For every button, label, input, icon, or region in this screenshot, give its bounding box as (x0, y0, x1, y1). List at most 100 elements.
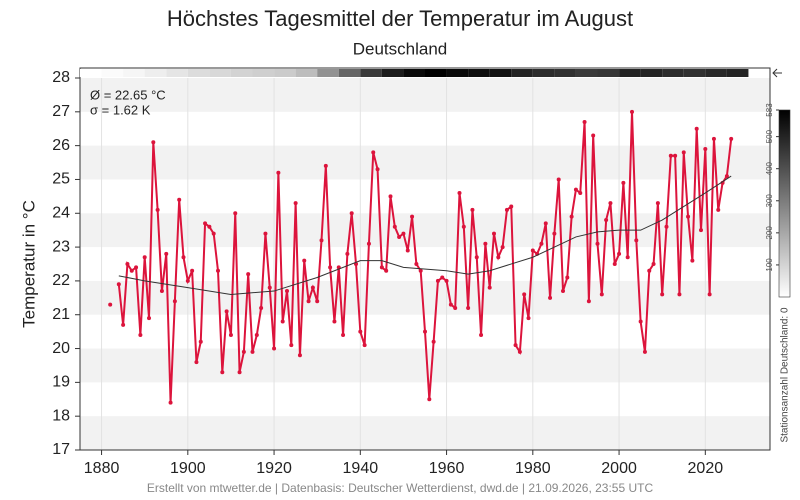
data-point (310, 285, 315, 290)
data-point (474, 255, 479, 260)
band (80, 348, 770, 383)
data-point (457, 190, 462, 195)
station-cell (166, 69, 188, 77)
data-point (655, 201, 660, 206)
data-point (500, 245, 505, 250)
data-point (250, 349, 255, 354)
data-point (681, 150, 686, 155)
data-point (448, 302, 453, 307)
data-point (729, 136, 734, 141)
data-point (203, 221, 208, 226)
band (80, 145, 770, 180)
data-point (259, 305, 264, 310)
station-cell (705, 69, 727, 77)
data-point (323, 163, 328, 168)
data-point (345, 251, 350, 256)
station-cell (575, 69, 598, 77)
data-point (423, 329, 427, 334)
station-cell (123, 69, 145, 77)
data-point (608, 201, 613, 206)
data-point (211, 231, 216, 236)
data-point (431, 339, 436, 344)
data-point (556, 177, 561, 182)
data-point (121, 322, 126, 327)
data-point (612, 262, 617, 266)
station-cell (489, 69, 512, 77)
data-point (543, 221, 548, 226)
station-cell (468, 69, 490, 77)
data-point (504, 207, 509, 212)
data-point (332, 319, 337, 324)
station-cell (230, 69, 253, 77)
station-cell (338, 69, 361, 77)
data-point (595, 241, 600, 246)
data-point (586, 299, 591, 304)
y-axis-label: Temperatur in °C (19, 200, 38, 328)
station-cell (726, 69, 749, 77)
data-point (289, 343, 294, 348)
data-point (134, 265, 139, 270)
data-point (207, 224, 212, 229)
colorbar-tick-label: 400 (765, 161, 774, 175)
data-point (673, 153, 678, 158)
data-point (388, 194, 393, 199)
data-point (108, 302, 113, 307)
data-point (647, 268, 652, 273)
colorbar (778, 109, 791, 298)
data-point (530, 248, 535, 253)
data-point (142, 255, 147, 260)
data-point (190, 268, 195, 273)
data-point (686, 214, 691, 219)
station-cell (554, 69, 576, 77)
station-cell (209, 69, 231, 77)
data-point (642, 349, 647, 354)
data-point (414, 262, 419, 266)
data-point (159, 289, 164, 294)
data-point (604, 218, 609, 223)
data-point (487, 285, 492, 290)
data-point (297, 353, 302, 358)
band (80, 280, 770, 315)
data-point (552, 231, 557, 236)
data-point (453, 305, 458, 310)
x-tick-label: 2020 (688, 460, 724, 477)
data-point (177, 197, 182, 202)
data-point (341, 333, 346, 338)
data-point (138, 333, 143, 338)
data-point (466, 305, 471, 310)
station-cell (403, 69, 425, 77)
data-point (621, 180, 626, 185)
colorbar-tick-label: 200 (765, 226, 774, 240)
y-tick-label: 26 (52, 137, 70, 154)
data-point (241, 349, 246, 354)
data-point (125, 262, 130, 266)
data-point (668, 153, 673, 158)
chart-title: Höchstes Tagesmittel der Temperatur im A… (167, 6, 633, 31)
data-point (181, 255, 186, 260)
data-point (155, 207, 160, 212)
data-point (116, 282, 121, 287)
data-point (561, 289, 565, 294)
trend-line (118, 175, 732, 295)
data-point (517, 349, 522, 354)
data-point (362, 343, 367, 348)
chart-subtitle: Deutschland (353, 39, 448, 58)
data-point (634, 238, 639, 243)
data-point (716, 207, 721, 212)
x-tick-label: 1920 (256, 460, 292, 477)
y-tick-label: 17 (52, 441, 70, 458)
data-point (147, 316, 151, 321)
y-tick-label: 27 (52, 103, 70, 120)
data-point (392, 224, 397, 229)
data-point (168, 400, 173, 405)
data-point (526, 316, 531, 321)
x-tick-label: 1880 (84, 460, 120, 477)
data-point (591, 133, 596, 138)
data-point (319, 238, 324, 243)
data-point (569, 214, 574, 219)
station-cell (597, 69, 620, 77)
data-point (375, 167, 380, 172)
data-point (306, 299, 311, 304)
data-point (690, 258, 695, 263)
